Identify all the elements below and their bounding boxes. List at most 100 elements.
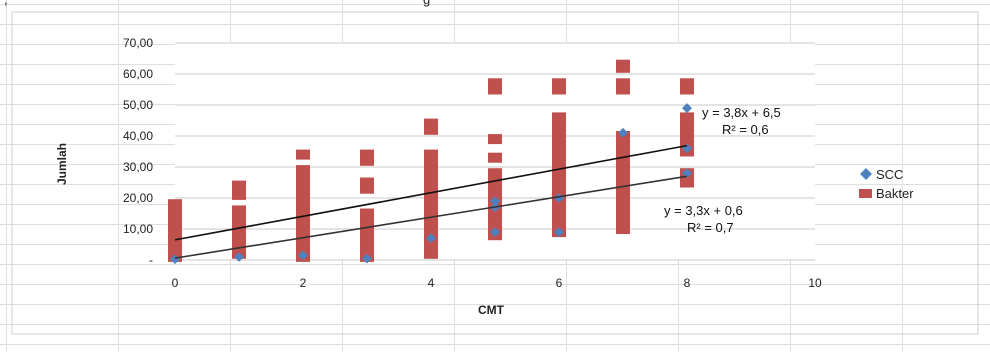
y-tick-label: 60,00	[123, 67, 153, 81]
x-tick-label: 10	[808, 276, 822, 290]
x-tick-label: 4	[428, 276, 435, 290]
point-bakter	[296, 165, 310, 176]
point-bakter	[360, 183, 374, 194]
point-bakter	[296, 239, 310, 250]
legend-marker-scc	[860, 168, 872, 180]
point-bakter	[552, 112, 566, 123]
point-bakter	[680, 177, 694, 188]
point-bakter	[616, 211, 630, 222]
point-bakter	[616, 84, 630, 95]
point-bakter	[616, 193, 630, 203]
point-bakter	[360, 233, 374, 244]
point-bakter	[680, 112, 694, 123]
point-bakter	[552, 152, 566, 163]
point-bakter	[552, 137, 566, 148]
point-bakter	[616, 205, 630, 216]
point-bakter	[552, 118, 566, 129]
point-scc	[554, 193, 564, 203]
x-tick-label: 6	[556, 276, 563, 290]
point-bakter	[232, 217, 246, 228]
point-bakter	[616, 217, 630, 228]
point-bakter	[232, 230, 246, 241]
y-tick-label: -	[149, 253, 153, 267]
legend: SCC Bakter	[859, 167, 914, 201]
point-bakter	[616, 168, 630, 179]
point-scc	[554, 227, 564, 238]
point-bakter	[232, 180, 246, 191]
y-tick-label: 50,00	[123, 98, 153, 112]
point-bakter	[360, 149, 374, 160]
point-bakter	[680, 137, 694, 148]
point-scc	[490, 196, 500, 207]
point-bakter	[424, 217, 438, 228]
point-bakter	[488, 168, 502, 179]
point-bakter	[680, 78, 694, 89]
point-bakter	[616, 224, 630, 234]
point-scc	[362, 253, 372, 264]
point-bakter	[424, 149, 438, 160]
point-bakter	[552, 208, 566, 219]
legend-marker-bakter	[859, 189, 872, 198]
point-bakter	[360, 239, 374, 250]
point-bakter	[552, 220, 566, 231]
point-bakter	[488, 78, 502, 89]
point-bakter	[488, 217, 502, 228]
point-bakter	[488, 84, 502, 95]
point-bakter	[424, 199, 438, 210]
point-bakter	[232, 236, 246, 247]
point-bakter	[552, 146, 566, 157]
point-bakter	[232, 224, 246, 234]
point-scc	[426, 233, 436, 244]
point-bakter	[616, 137, 630, 148]
point-bakter	[552, 158, 566, 169]
point-bakter	[296, 183, 310, 194]
point-bakter	[552, 202, 566, 213]
trendline-equation-scc: y = 3,3x + 0,6	[664, 203, 743, 218]
cropped-text-row: , g	[0, 0, 990, 7]
point-bakter	[680, 118, 694, 129]
legend-label-scc: SCC	[876, 167, 903, 182]
point-bakter	[296, 202, 310, 213]
y-axis-title: Jumlah	[55, 143, 69, 185]
trendlines	[174, 144, 688, 259]
point-bakter	[296, 214, 310, 225]
point-bakter	[552, 165, 566, 176]
point-bakter	[552, 124, 566, 135]
point-bakter	[360, 214, 374, 225]
point-bakter	[552, 183, 566, 194]
point-bakter	[424, 174, 438, 185]
point-bakter	[488, 152, 502, 163]
point-bakter	[424, 248, 438, 259]
y-tick-label: 10,00	[123, 222, 153, 236]
point-bakter	[552, 78, 566, 89]
point-bakter	[424, 193, 438, 203]
cropped-text-fragment: ,	[4, 0, 8, 7]
trendline-scc	[174, 175, 688, 259]
point-bakter	[616, 180, 630, 191]
point-bakter	[360, 245, 374, 256]
point-scc	[618, 127, 628, 138]
trendline-bakter	[174, 144, 688, 241]
point-bakter	[424, 155, 438, 166]
x-axis: 0 2 4 6 8 10	[172, 276, 822, 290]
point-bakter	[360, 177, 374, 188]
point-bakter	[616, 186, 630, 197]
point-bakter	[360, 227, 374, 238]
point-bakter	[552, 214, 566, 225]
point-bakter	[424, 118, 438, 129]
trendline-r2-scc: R² = 0,7	[687, 220, 734, 235]
point-bakter	[680, 84, 694, 95]
x-axis-title: CMT	[478, 303, 505, 317]
point-scc	[682, 103, 692, 114]
point-scc	[298, 250, 308, 261]
point-bakter	[552, 177, 566, 188]
point-bakter	[424, 186, 438, 197]
x-tick-label: 0	[172, 276, 179, 290]
point-scc	[682, 168, 692, 179]
point-bakter	[488, 211, 502, 222]
point-bakter	[488, 134, 502, 145]
point-bakter	[232, 189, 246, 200]
y-tick-label: 40,00	[123, 129, 153, 143]
point-bakter	[552, 84, 566, 95]
